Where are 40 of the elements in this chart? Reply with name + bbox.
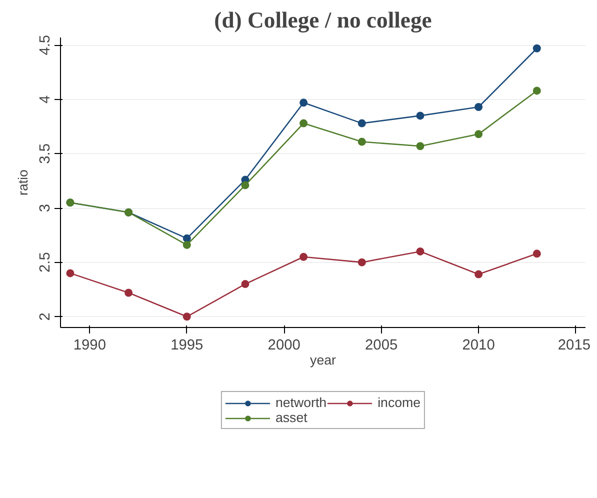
point bbox=[241, 280, 250, 288]
x-tick-label: 2000 bbox=[268, 338, 300, 354]
legend-label: income bbox=[378, 395, 421, 410]
y-tick-label: 3.5 bbox=[38, 144, 54, 164]
y-axis-title: ratio bbox=[16, 170, 30, 196]
point bbox=[358, 258, 366, 266]
legend-label: asset bbox=[275, 410, 308, 425]
point bbox=[182, 240, 191, 249]
x-tick-label: 2015 bbox=[558, 338, 591, 354]
point bbox=[300, 98, 308, 107]
point bbox=[358, 119, 366, 128]
y-tick-label: 2 bbox=[38, 312, 54, 321]
chart-title: (d) College / no college bbox=[214, 8, 432, 32]
point bbox=[300, 252, 308, 261]
point bbox=[358, 138, 366, 146]
x-tick-label: 1990 bbox=[73, 338, 106, 354]
point bbox=[532, 44, 541, 52]
y-tick-label: 3 bbox=[38, 204, 54, 212]
point bbox=[532, 86, 541, 95]
y-tick-label: 2.5 bbox=[38, 252, 54, 273]
point bbox=[474, 103, 483, 112]
point bbox=[300, 119, 308, 128]
point bbox=[416, 247, 424, 256]
x-tick-label: 2010 bbox=[462, 338, 495, 354]
point bbox=[124, 288, 133, 297]
point bbox=[416, 112, 424, 120]
point bbox=[474, 130, 483, 138]
x-tick-label: 1995 bbox=[170, 338, 204, 354]
y-tick-label: 4.5 bbox=[38, 34, 54, 56]
y-tick-label: 4 bbox=[38, 95, 54, 104]
point bbox=[241, 181, 250, 190]
point bbox=[474, 270, 483, 278]
point bbox=[182, 312, 191, 321]
x-axis-title: year bbox=[310, 352, 337, 368]
point bbox=[532, 250, 541, 258]
point bbox=[182, 234, 191, 242]
legend-label: networth bbox=[275, 395, 327, 410]
x-tick-label: 2005 bbox=[365, 338, 398, 354]
point bbox=[66, 269, 74, 278]
point bbox=[416, 142, 424, 150]
